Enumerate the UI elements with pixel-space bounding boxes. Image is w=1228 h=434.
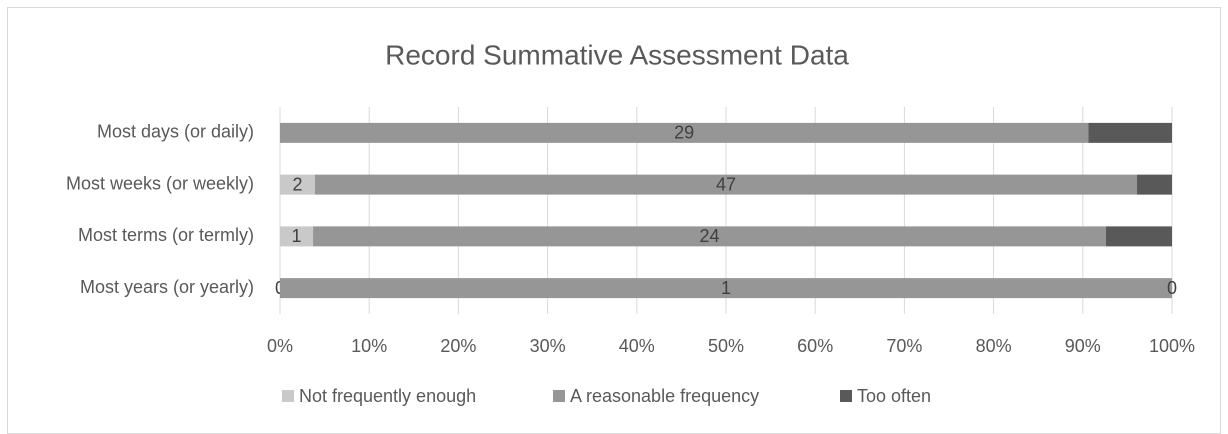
data-label: 1 — [292, 226, 302, 246]
y-tick-label: Most terms (or termly) — [78, 225, 254, 245]
x-tick-label: 90% — [1065, 336, 1101, 356]
legend-swatch — [282, 390, 294, 402]
x-tick-label: 20% — [440, 336, 476, 356]
bar-segment — [280, 278, 1172, 299]
x-tick-label: 100% — [1149, 336, 1195, 356]
legend-swatch — [840, 390, 852, 402]
data-label: 2 — [292, 174, 302, 194]
data-label: 29 — [674, 123, 694, 143]
data-label: 47 — [716, 174, 736, 194]
x-tick-label: 10% — [351, 336, 387, 356]
x-tick-label: 40% — [619, 336, 655, 356]
x-tick-label: 50% — [708, 336, 744, 356]
x-tick-label: 60% — [797, 336, 833, 356]
bar-segment — [280, 174, 315, 195]
y-tick-label: Most years (or yearly) — [80, 277, 254, 297]
data-label: 1 — [721, 278, 731, 298]
bar-segment — [1105, 226, 1172, 247]
bar-segment — [1088, 122, 1172, 143]
data-label: 24 — [699, 226, 719, 246]
y-tick-label: Most days (or daily) — [97, 122, 254, 142]
legend-label: Too often — [857, 386, 931, 406]
chart-frame — [7, 7, 1221, 434]
bar-segment — [280, 226, 314, 247]
y-tick-label: Most weeks (or weekly) — [66, 173, 254, 193]
bar-segment — [280, 122, 1089, 143]
bar-segment — [1137, 174, 1172, 195]
data-label: 0 — [1167, 278, 1177, 298]
legend-swatch — [553, 390, 565, 402]
legend-label: A reasonable frequency — [570, 386, 759, 406]
x-tick-label: 0% — [267, 336, 293, 356]
chart-title: Record Summative Assessment Data — [385, 39, 849, 70]
x-tick-label: 30% — [530, 336, 566, 356]
bar-segment — [313, 226, 1106, 247]
bar-segment — [314, 174, 1138, 195]
legend-label: Not frequently enough — [299, 386, 476, 406]
x-tick-label: 70% — [886, 336, 922, 356]
x-tick-label: 80% — [976, 336, 1012, 356]
